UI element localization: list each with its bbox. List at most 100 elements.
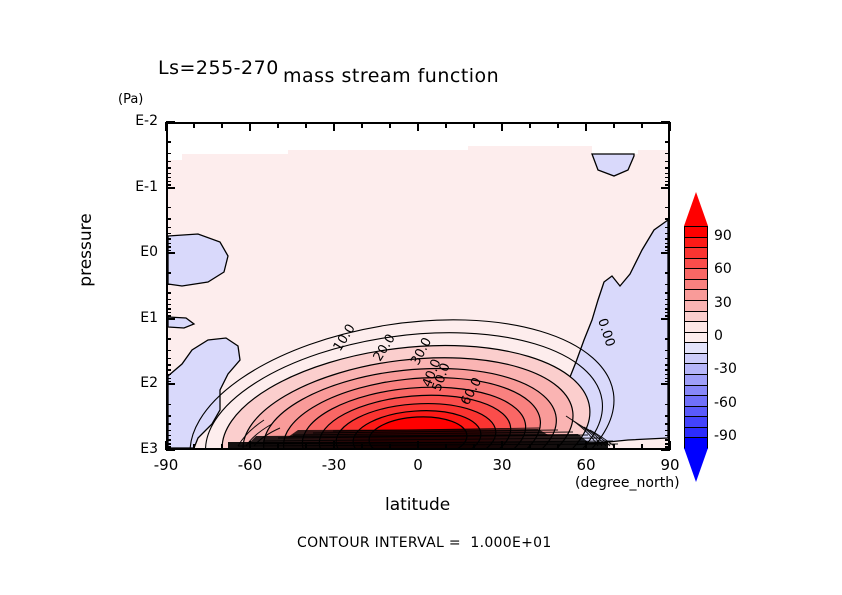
x-tick-major-top bbox=[669, 122, 671, 131]
y-tick-minor-right bbox=[665, 283, 670, 286]
x-tick-major bbox=[333, 441, 335, 450]
plot-area: 10.0 20.0 30.0 40.0 50.0 60.0 0.00 bbox=[166, 122, 670, 450]
x-tick-minor-top bbox=[613, 122, 615, 128]
x-tick-label: -90 bbox=[153, 456, 179, 474]
y-tick-major-right bbox=[661, 186, 670, 189]
x-tick-minor-top bbox=[193, 122, 195, 128]
pressure-unit-label: (Pa) bbox=[118, 92, 144, 107]
x-tick-label: 60 bbox=[576, 456, 596, 474]
y-tick-minor bbox=[166, 249, 171, 252]
x-tick-minor bbox=[557, 444, 559, 450]
y-tick-minor bbox=[166, 349, 171, 352]
y-axis-label: pressure bbox=[76, 213, 96, 287]
x-tick-label: 90 bbox=[660, 456, 680, 474]
y-tick-minor bbox=[166, 242, 171, 245]
colorbar-tick-label: -60 bbox=[714, 394, 737, 411]
y-tick-minor-right bbox=[665, 377, 670, 380]
y-tick-minor bbox=[166, 283, 171, 286]
y-tick-minor-right bbox=[665, 141, 670, 143]
y-tick-minor-right bbox=[665, 429, 670, 432]
y-tick-major bbox=[166, 252, 175, 255]
x-tick-major-top bbox=[585, 122, 587, 131]
x-tick-label: -60 bbox=[237, 456, 263, 474]
colorbar-tick-label: 0 bbox=[714, 328, 723, 344]
y-tick-minor-right bbox=[665, 218, 670, 220]
subtitle-ls: Ls=255-270 bbox=[158, 57, 279, 79]
y-tick-minor-right bbox=[665, 184, 670, 186]
y-tick-minor-right bbox=[665, 443, 670, 445]
y-tick-minor bbox=[166, 338, 171, 340]
y-tick-minor-right bbox=[665, 226, 670, 229]
y-tick-minor bbox=[166, 415, 171, 417]
y-tick-minor-right bbox=[665, 298, 670, 301]
y-tick-minor bbox=[166, 292, 171, 294]
y-tick-minor bbox=[166, 308, 171, 310]
x-axis-label: latitude bbox=[385, 495, 451, 515]
y-tick-minor bbox=[166, 357, 171, 360]
y-tick-minor-right bbox=[665, 439, 670, 441]
x-tick-major bbox=[417, 441, 419, 450]
y-tick-minor bbox=[166, 172, 171, 175]
y-tick-minor-right bbox=[665, 249, 670, 252]
y-tick-minor bbox=[166, 373, 171, 376]
y-tick-major bbox=[166, 186, 175, 189]
y-tick-minor-right bbox=[665, 423, 670, 425]
x-tick-minor-top bbox=[473, 122, 475, 128]
y-tick-label: E2 bbox=[140, 375, 158, 392]
y-tick-minor-right bbox=[665, 180, 670, 183]
y-tick-minor bbox=[166, 176, 171, 179]
y-tick-minor-right bbox=[665, 357, 670, 360]
y-tick-minor-right bbox=[665, 232, 670, 235]
y-tick-minor bbox=[166, 272, 171, 274]
y-tick-minor bbox=[166, 184, 171, 186]
y-tick-minor bbox=[166, 443, 171, 445]
y-tick-minor bbox=[166, 160, 171, 163]
negative-region-lower-left bbox=[168, 337, 241, 448]
x-tick-major bbox=[669, 441, 671, 450]
y-tick-minor-right bbox=[665, 246, 670, 248]
y-tick-major-right bbox=[661, 252, 670, 255]
y-tick-minor-right bbox=[665, 338, 670, 340]
y-tick-minor bbox=[166, 167, 171, 169]
y-tick-minor bbox=[166, 364, 171, 366]
y-tick-minor-right bbox=[665, 434, 670, 437]
y-tick-minor-right bbox=[665, 152, 670, 155]
y-tick-minor bbox=[166, 232, 171, 235]
y-tick-minor bbox=[166, 380, 171, 383]
x-tick-major bbox=[249, 441, 251, 450]
y-tick-minor bbox=[166, 439, 171, 441]
x-tick-minor-top bbox=[277, 122, 279, 128]
y-tick-minor bbox=[166, 315, 171, 317]
x-tick-minor bbox=[277, 444, 279, 450]
y-tick-minor bbox=[166, 152, 171, 155]
y-tick-minor bbox=[166, 377, 171, 380]
colorbar-tick-label: 30 bbox=[714, 294, 732, 311]
x-tick-minor bbox=[473, 444, 475, 450]
x-tick-minor-top bbox=[221, 122, 223, 128]
y-tick-major-right bbox=[661, 121, 670, 123]
colorbar-tick-label: -30 bbox=[714, 361, 737, 378]
y-tick-minor bbox=[166, 311, 171, 314]
y-tick-minor-right bbox=[665, 176, 670, 179]
y-tick-label: E3 bbox=[140, 441, 158, 457]
y-tick-minor-right bbox=[665, 292, 670, 294]
y-tick-minor-right bbox=[665, 415, 670, 417]
y-tick-major-right bbox=[661, 383, 670, 386]
y-tick-minor bbox=[166, 298, 171, 301]
surface-contour-cluster bbox=[228, 415, 619, 448]
contour-plot: 10.0 20.0 30.0 40.0 50.0 60.0 0.00 bbox=[168, 146, 668, 448]
y-tick-minor-right bbox=[665, 369, 670, 371]
colorbar-max-arrow bbox=[684, 192, 708, 226]
x-tick-label: 30 bbox=[492, 456, 512, 474]
y-tick-minor bbox=[166, 434, 171, 437]
y-tick-minor bbox=[166, 246, 171, 248]
colorbar: 90 60 30 0 -30 -60 -90 bbox=[684, 192, 737, 482]
y-tick-minor-right bbox=[665, 349, 670, 352]
y-tick-minor bbox=[166, 423, 171, 425]
y-tick-minor bbox=[166, 218, 171, 220]
x-tick-minor bbox=[305, 444, 307, 450]
contour-interval-caption: CONTOUR INTERVAL = 1.000E+01 bbox=[297, 535, 552, 551]
x-tick-minor-top bbox=[361, 122, 363, 128]
x-tick-minor bbox=[529, 444, 531, 450]
